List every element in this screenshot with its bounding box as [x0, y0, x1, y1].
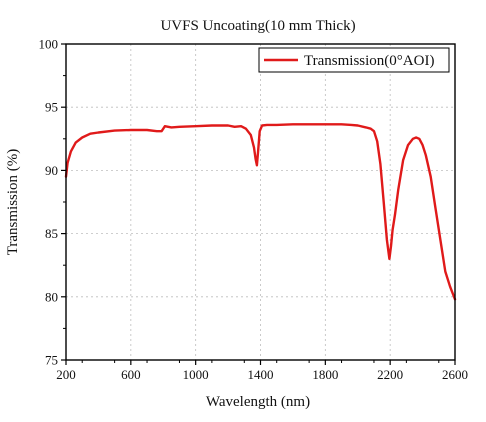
- series-line-transmission: [64, 123, 457, 301]
- legend-label: Transmission(0°AOI): [304, 53, 434, 69]
- legend: Transmission(0°AOI): [258, 47, 450, 73]
- y-tick-label: 90: [45, 163, 58, 178]
- y-axis-title: Transmission (%): [5, 149, 21, 256]
- x-tick-label: 200: [56, 367, 76, 382]
- axis-ticks: 200 600 1000 1400 1800 2200 2600 75 80 85 90 95 100: [39, 37, 469, 383]
- x-tick-label: 1000: [183, 367, 209, 382]
- x-tick-label: 2200: [377, 367, 403, 382]
- x-axis-title: Wavelength (nm): [206, 394, 310, 410]
- y-tick-label: 80: [45, 289, 58, 304]
- y-tick-label: 95: [45, 100, 58, 115]
- series-layer: [64, 123, 457, 301]
- y-tick-label: 100: [39, 37, 59, 52]
- y-tick-label: 85: [45, 226, 58, 241]
- x-tick-label: 600: [121, 367, 141, 382]
- y-tick-label: 75: [45, 353, 58, 368]
- x-tick-label: 1800: [312, 367, 338, 382]
- x-tick-label: 1400: [248, 367, 274, 382]
- chart-title: UVFS Uncoating(10 mm Thick): [160, 18, 355, 34]
- x-tick-label: 2600: [442, 367, 468, 382]
